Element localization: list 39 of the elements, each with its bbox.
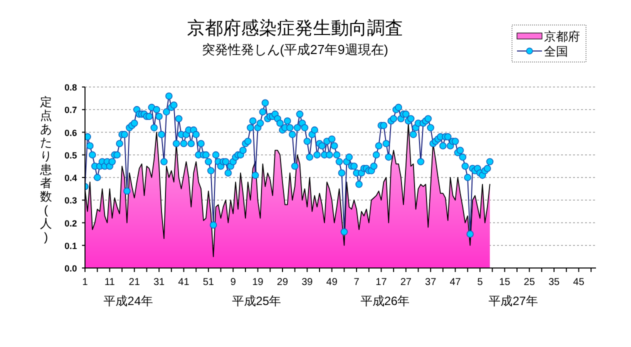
x-tick-label: 47 <box>450 277 462 288</box>
x-tick-label: 5 <box>477 277 484 288</box>
x-tick-label: 7 <box>354 277 360 288</box>
x-tick-label: 27 <box>400 277 412 288</box>
text: 平成24年 <box>104 294 153 308</box>
y-tick-label: 0.0 <box>64 264 77 274</box>
y-tick-label: 0.5 <box>64 150 77 160</box>
y-tick-label: 0.6 <box>64 128 77 138</box>
x-tick-label: 49 <box>326 277 338 288</box>
x-tick-label: 17 <box>376 277 388 288</box>
x-tick-label: 21 <box>128 277 140 288</box>
legend-label: 京都府 <box>544 30 580 44</box>
x-tick-label: 19 <box>252 277 264 288</box>
y-tick-label: 0.3 <box>64 196 77 206</box>
y-tick-label: 0.7 <box>64 105 77 116</box>
x-tick-label: 25 <box>524 277 536 288</box>
y-tick-label: 0.2 <box>64 218 77 228</box>
x-tick-label: 9 <box>230 277 236 288</box>
x-tick-label: 51 <box>202 277 214 288</box>
chart-subtitle: 突発性発しん(平成27年9週現在) <box>202 42 388 57</box>
x-tick-label: 37 <box>425 277 437 288</box>
text: 定点あたり患者数(人) <box>40 95 52 244</box>
text: 平成27年 <box>488 294 538 308</box>
text: 平成25年 <box>232 294 282 308</box>
x-tick-label: 11 <box>104 277 116 288</box>
y-tick-label: 0.8 <box>64 82 77 92</box>
text: 平成26年 <box>360 294 410 308</box>
y-tick-label: 0.1 <box>64 240 77 251</box>
legend-label: 全国 <box>544 44 568 58</box>
x-tick-label: 39 <box>302 277 314 288</box>
x-tick-label: 29 <box>276 277 288 288</box>
x-tick-label: 31 <box>153 277 166 288</box>
x-tick-label: 1 <box>82 277 88 288</box>
x-tick-label: 41 <box>178 277 190 288</box>
y-tick-label: 0.4 <box>64 173 77 183</box>
x-tick-label: 15 <box>499 277 511 288</box>
x-tick-label: 45 <box>573 277 585 288</box>
x-tick-label: 35 <box>548 277 560 288</box>
chart-title: 京都府感染症発生動向調査 <box>187 18 403 38</box>
